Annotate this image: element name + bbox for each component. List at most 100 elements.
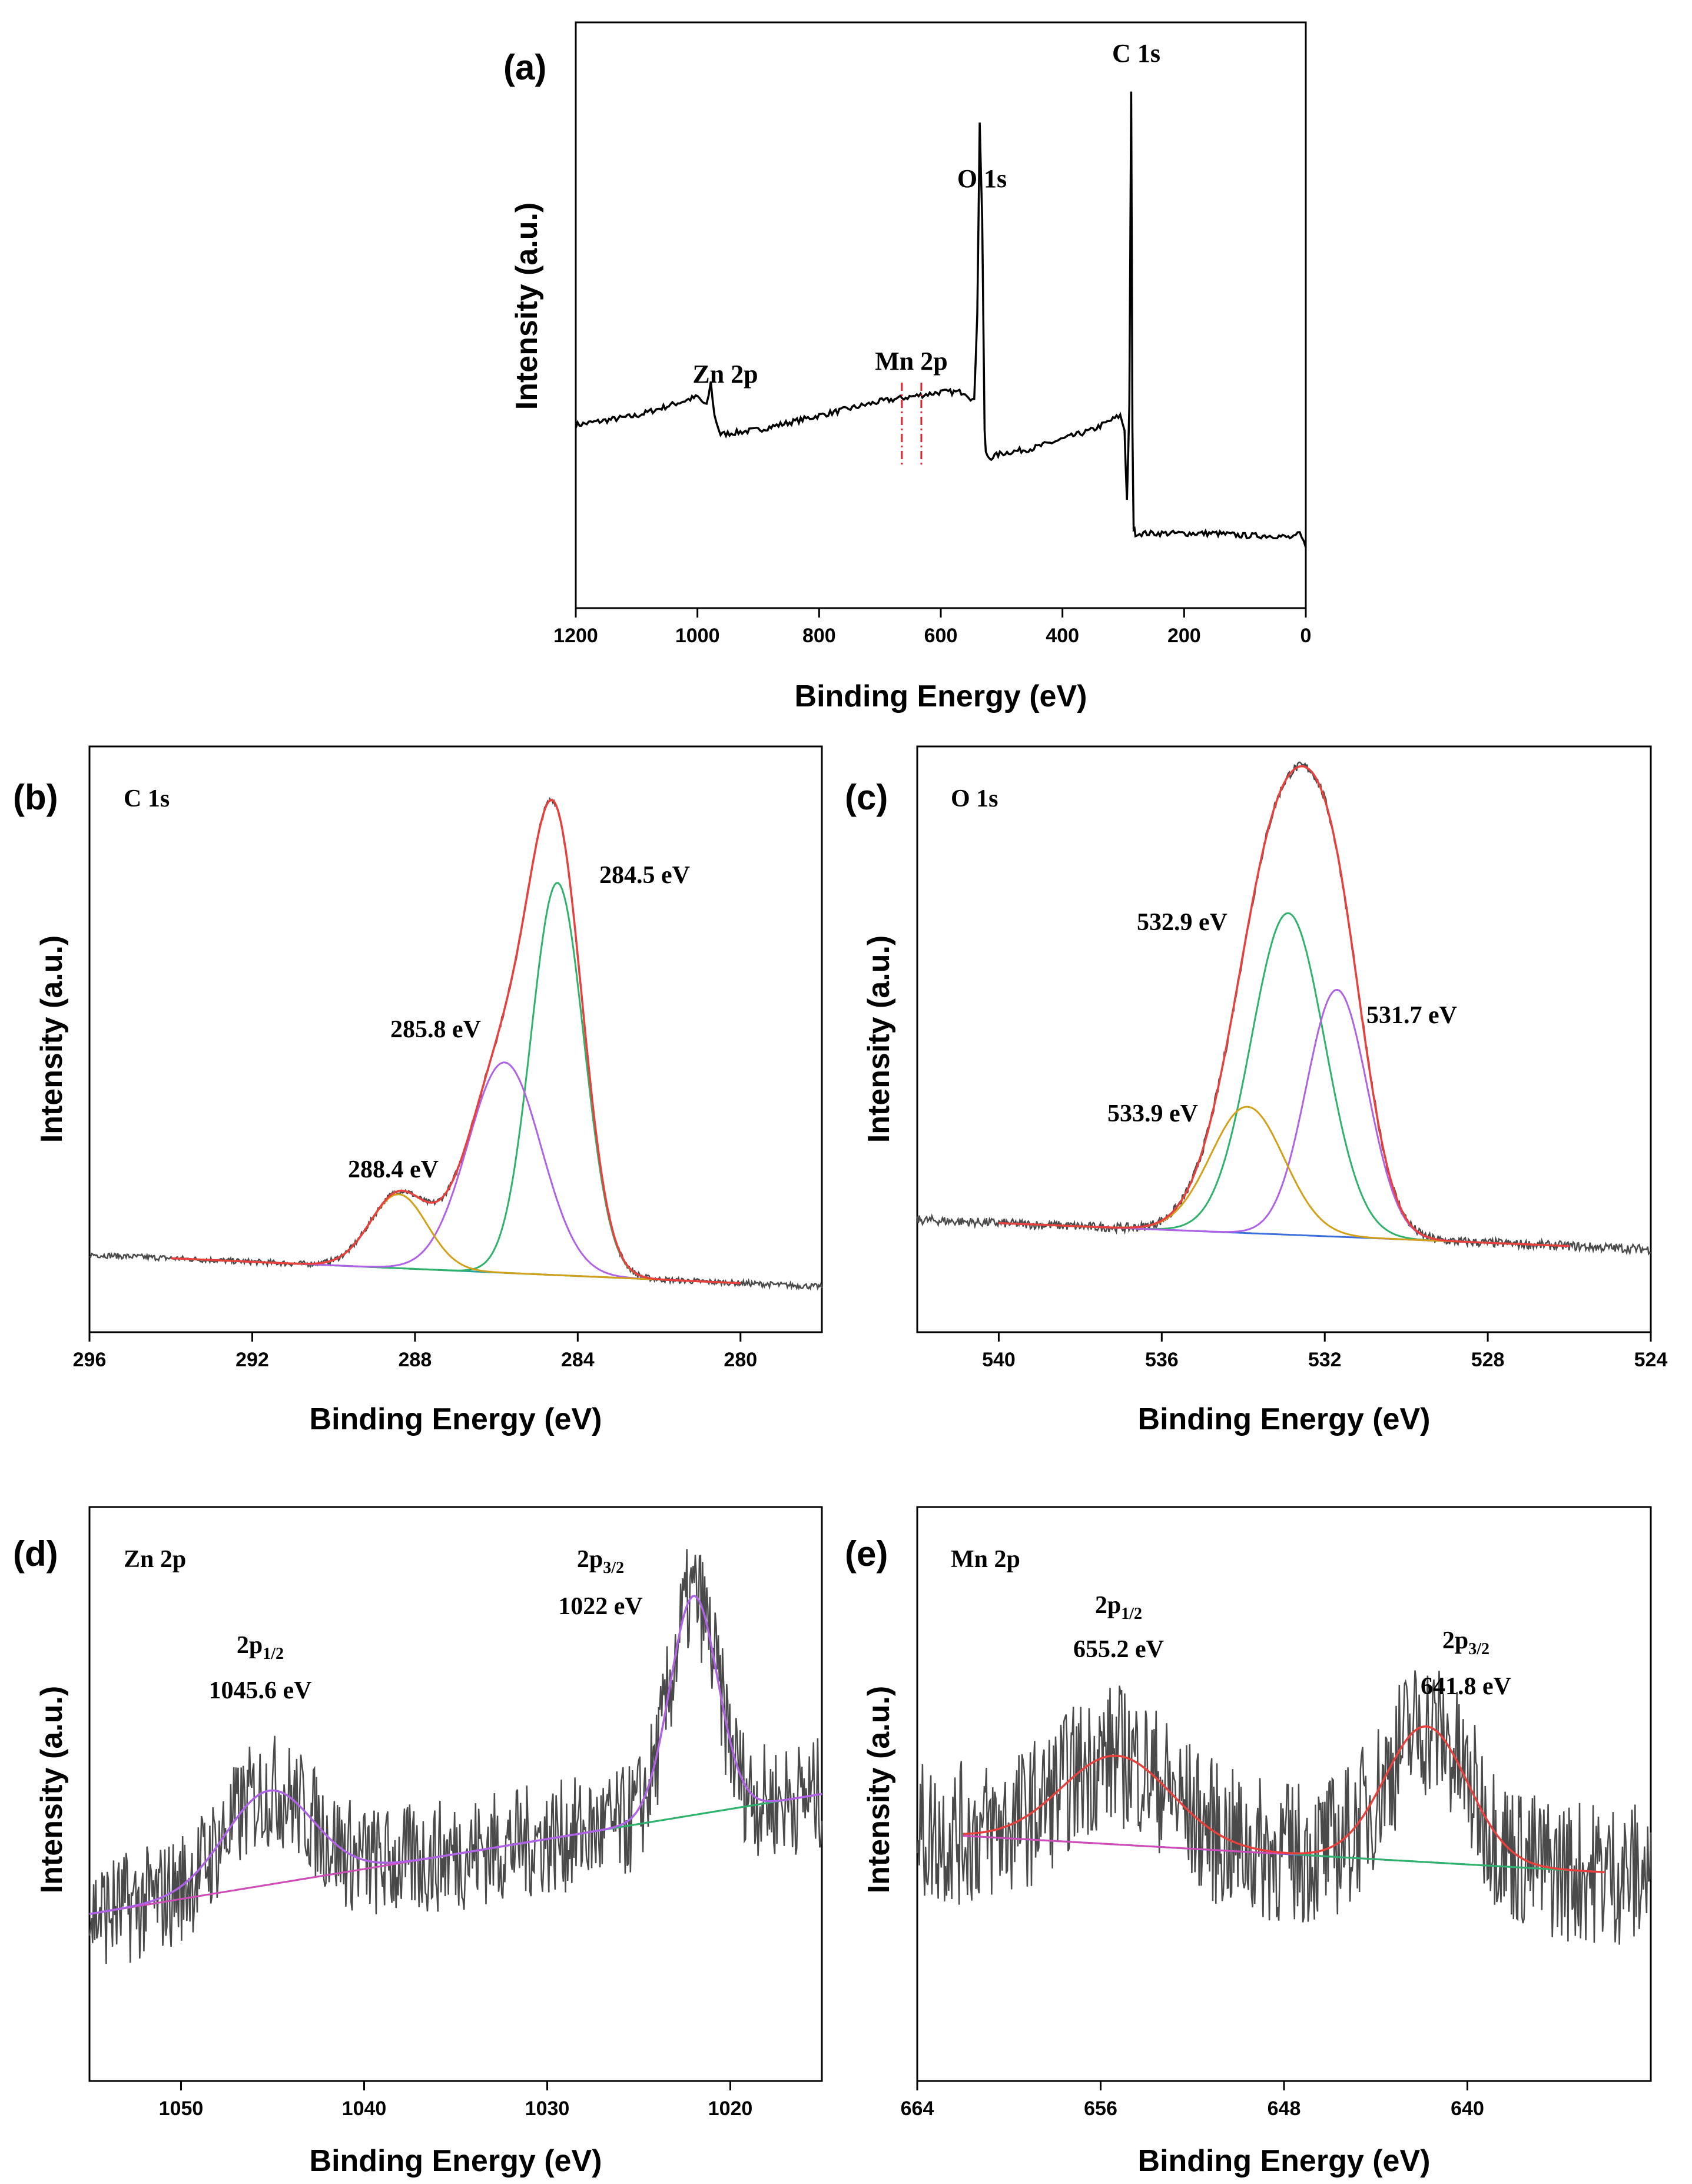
x-tick-label: 656 [1084, 2097, 1117, 2120]
panel-e-frame [916, 1506, 1652, 2082]
panel-d-x-ticks: 1050 1040 1030 1020 [159, 2081, 753, 2120]
mn-2p3-2-energy: 641.8 eV [1421, 1673, 1511, 1700]
x-tick-label: 292 [235, 1349, 269, 1371]
zn-2p3-2-energy: 1022 eV [558, 1593, 642, 1620]
x-tick-label: 540 [982, 1349, 1016, 1371]
x-tick-label: 600 [924, 625, 958, 647]
zn-2p1-2-main: 2p [237, 1632, 263, 1659]
x-tick-label: 200 [1167, 625, 1201, 647]
panel-e-y-axis-label: Intensity (a.u.) [862, 1686, 896, 1893]
x-tick-label: 1030 [525, 2097, 570, 2120]
annotation-mn-2p: Mn 2p [875, 347, 947, 376]
peak-label-284-5: 284.5 eV [599, 862, 690, 889]
fitted-component-peak [171, 882, 741, 1284]
mn-2p3-2-main: 2p [1442, 1627, 1468, 1654]
mn-2p3-2-label: 2p3/2 [1442, 1627, 1489, 1658]
panel-d-x-axis-label: Binding Energy (eV) [310, 2144, 602, 2178]
x-tick-label: 1050 [159, 2097, 204, 2120]
panel-c-inset-label: O 1s [951, 785, 998, 812]
x-tick-label: 1200 [553, 625, 598, 647]
panel-c-label: (c) [845, 778, 888, 817]
zn-2p3-2-main: 2p [577, 1546, 603, 1573]
fitted-envelope-line [89, 1595, 822, 1916]
x-tick-label: 0 [1300, 625, 1312, 647]
panel-b-frame [88, 745, 823, 1333]
mn-2p1-2-sub: 1/2 [1121, 1605, 1142, 1623]
raw-data-line [916, 1670, 1652, 1945]
x-tick-label: 400 [1046, 625, 1079, 647]
fitted-envelope-line [963, 1725, 1605, 1874]
x-tick-label: 288 [399, 1349, 432, 1371]
panel-b-x-ticks: 296 292 288 284 280 [73, 1332, 757, 1371]
panel-c-x-axis-label: Binding Energy (eV) [1138, 1402, 1431, 1436]
mn-2p1-2-main: 2p [1095, 1592, 1121, 1619]
zn-2p1-2-energy: 1045.6 eV [209, 1677, 312, 1704]
x-tick-label: 296 [73, 1349, 107, 1371]
annotation-c-1s: C 1s [1112, 39, 1160, 68]
annotation-zn-2p: Zn 2p [692, 360, 758, 389]
peak-label-288-4: 288.4 eV [348, 1156, 439, 1183]
panel-c-frame [916, 745, 1652, 1333]
panel-b-plot-area [89, 797, 823, 1291]
peak-label-531-7: 531.7 eV [1366, 1002, 1457, 1029]
panel-c-y-axis-label: Intensity (a.u.) [862, 935, 896, 1143]
panel-d-zn2p-spectrum: (d) Zn 2p 1050 1040 1030 1020 Binding Energ… [13, 1506, 823, 2178]
panel-a-label: (a) [503, 48, 546, 87]
panel-d-frame [88, 1506, 823, 2082]
panel-a-x-ticks: 1200 1000 800 600 400 200 0 [553, 608, 1311, 647]
panel-c-x-ticks: 540 536 532 528 524 [982, 1332, 1667, 1371]
panel-a-x-axis-label: Binding Energy (eV) [795, 679, 1087, 713]
panel-d-y-axis-label: Intensity (a.u.) [35, 1686, 69, 1893]
panel-d-inset-label: Zn 2p [124, 1546, 186, 1573]
panel-c-o1s-spectrum: (c) O 1s 540 536 532 528 524 Binding Energy … [845, 745, 1667, 1436]
fitted-envelope-line [998, 765, 1570, 1247]
x-tick-label: 640 [1451, 2097, 1484, 2120]
x-tick-label: 536 [1145, 1349, 1179, 1371]
x-tick-label: 280 [724, 1349, 757, 1371]
mn-2p1-2-energy: 655.2 eV [1073, 1636, 1164, 1663]
peak-label-532-9: 532.9 eV [1137, 909, 1227, 936]
x-tick-label: 1040 [342, 2097, 387, 2120]
raw-data-line [88, 1549, 823, 1964]
zn-2p3-2-sub: 3/2 [603, 1559, 624, 1577]
x-tick-label: 1020 [708, 2097, 753, 2120]
panel-b-y-axis-label: Intensity (a.u.) [35, 935, 69, 1143]
x-tick-label: 664 [901, 2097, 934, 2120]
x-tick-label: 800 [802, 625, 836, 647]
panel-b-label: (b) [13, 778, 58, 817]
zn-2p1-2-sub: 1/2 [263, 1645, 284, 1663]
peak-label-533-9: 533.9 eV [1107, 1100, 1198, 1127]
peak-label-285-8: 285.8 eV [390, 1016, 481, 1043]
annotation-o-1s: O 1s [957, 164, 1007, 193]
panel-a-plot-area [575, 91, 1307, 548]
panel-e-mn2p-spectrum: (e) Mn 2p 664 656 648 640 Binding Energy (e… [845, 1506, 1652, 2178]
fitted-component-peak [998, 912, 1570, 1247]
panel-e-plot-area [916, 1670, 1652, 1945]
panel-b-x-axis-label: Binding Energy (eV) [310, 1402, 602, 1436]
x-tick-label: 528 [1471, 1349, 1505, 1371]
survey-spectrum-line [575, 91, 1307, 548]
panel-d-label: (d) [13, 1534, 58, 1574]
panel-a-survey-spectrum: (a) 1200 1000 800 600 400 200 0 Binding Energy… [503, 21, 1311, 713]
panel-a-y-axis-label: Intensity (a.u.) [510, 203, 544, 410]
panel-b-inset-label: C 1s [124, 785, 170, 812]
x-tick-label: 524 [1634, 1349, 1668, 1371]
panel-e-label: (e) [845, 1534, 888, 1574]
raw-data-line [89, 797, 823, 1291]
mn-2p1-2-label: 2p1/2 [1095, 1592, 1142, 1623]
panel-e-x-ticks: 664 656 648 640 [901, 2081, 1484, 2120]
mn-2p3-2-sub: 3/2 [1468, 1640, 1489, 1658]
panel-a-frame [575, 21, 1307, 609]
zn-2p1-2-label: 2p1/2 [237, 1632, 284, 1663]
panel-b-c1s-spectrum: (b) C 1s 296 292 288 284 280 Binding Energy … [13, 745, 823, 1436]
panel-e-x-axis-label: Binding Energy (eV) [1138, 2144, 1431, 2178]
panel-c-plot-area [916, 761, 1651, 1256]
panel-e-inset-label: Mn 2p [951, 1546, 1020, 1573]
x-tick-label: 1000 [675, 625, 720, 647]
fitted-component-peak [998, 988, 1570, 1247]
fitted-envelope-line [171, 798, 741, 1284]
x-tick-label: 532 [1308, 1349, 1342, 1371]
x-tick-label: 284 [561, 1349, 595, 1371]
zn-2p3-2-label: 2p3/2 [577, 1546, 624, 1577]
